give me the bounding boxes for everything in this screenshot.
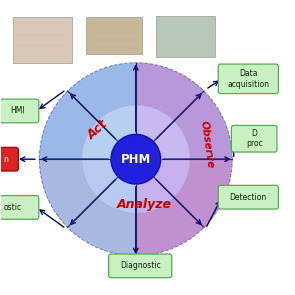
Wedge shape <box>136 63 232 159</box>
Text: Act: Act <box>85 118 111 142</box>
Wedge shape <box>82 105 136 159</box>
Wedge shape <box>39 159 136 256</box>
FancyBboxPatch shape <box>218 185 278 209</box>
Text: D
proc: D proc <box>246 129 263 148</box>
Text: PHM: PHM <box>121 153 151 166</box>
Circle shape <box>111 134 161 184</box>
FancyBboxPatch shape <box>0 196 39 219</box>
Wedge shape <box>136 159 190 213</box>
FancyBboxPatch shape <box>231 125 277 152</box>
FancyBboxPatch shape <box>156 16 215 57</box>
FancyBboxPatch shape <box>13 17 71 63</box>
Text: Diagnostic: Diagnostic <box>120 261 160 270</box>
Text: n: n <box>3 155 8 164</box>
Wedge shape <box>82 159 136 213</box>
FancyBboxPatch shape <box>218 64 278 94</box>
FancyBboxPatch shape <box>109 254 172 278</box>
FancyBboxPatch shape <box>0 99 39 123</box>
Text: HMI: HMI <box>10 106 25 115</box>
Text: Detection: Detection <box>230 193 267 202</box>
FancyBboxPatch shape <box>0 148 18 171</box>
Wedge shape <box>136 159 232 256</box>
Wedge shape <box>136 105 190 159</box>
Text: Observe: Observe <box>199 120 216 169</box>
Text: ostic: ostic <box>4 203 22 212</box>
Wedge shape <box>39 63 136 159</box>
FancyBboxPatch shape <box>86 17 142 54</box>
Text: Analyze: Analyze <box>117 198 172 211</box>
Text: Data
acquisition: Data acquisition <box>227 69 269 88</box>
